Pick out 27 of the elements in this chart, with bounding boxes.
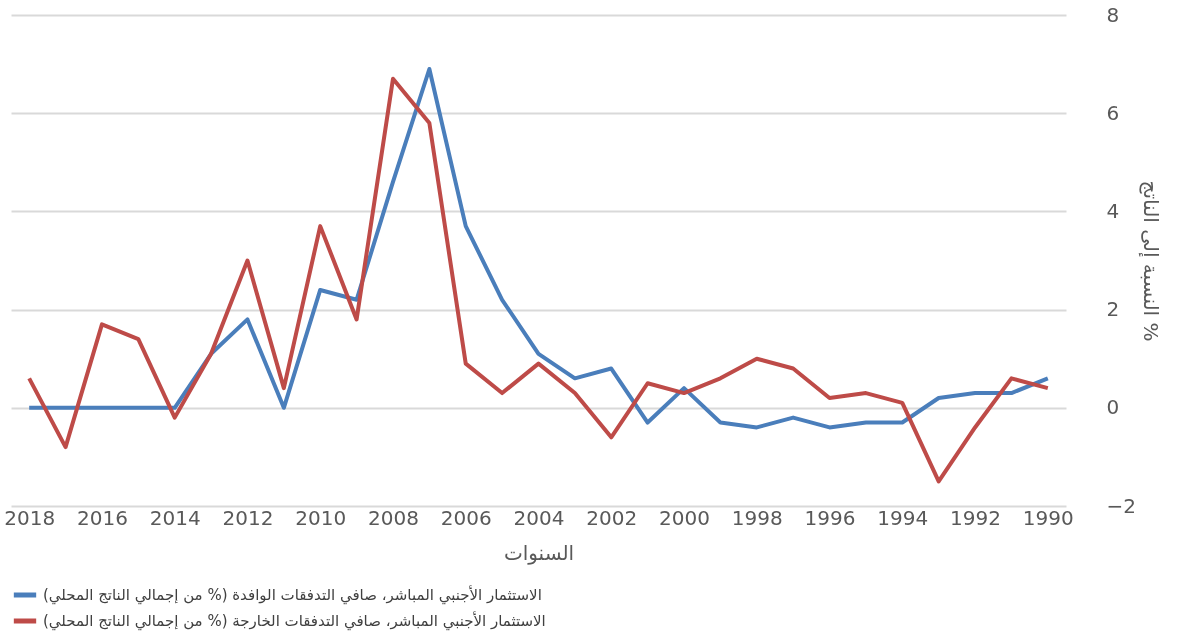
x-tick-label: 2010 [295,505,347,530]
legend-label: الاستثمار الأجنبي المباشر، صافي التدفقات الخارجة (% من إجمالي الناتج المحلي) [43,611,546,631]
x-tick-label: 2014 [149,505,201,530]
x-tick-label: 2008 [368,505,419,530]
x-tick-label: 2016 [77,505,128,530]
x-tick-label: 2000 [659,505,710,530]
legend-label: الاستثمار الأجنبي المباشر، صافي التدفقات الوافدة (% من إجمالي الناتج المحلي) [43,585,542,605]
x-axis-title: السنوات [503,540,575,565]
x-tick-label: 1992 [950,505,1001,530]
y-tick-label: 0 [1106,395,1120,420]
y-tick-label: −2 [1106,493,1136,518]
x-tick-label: 1998 [731,505,783,530]
y-tick-label: 8 [1106,2,1120,27]
x-tick-label: 2018 [4,505,56,530]
x-tick-label: 1994 [877,505,929,530]
x-tick-label: 2004 [513,505,565,530]
line-series [27,76,1050,484]
y-tick-label: 4 [1106,198,1120,223]
y-tick-label: 2 [1106,297,1120,322]
y-axis-title: النسبة إلى الناتج % [1137,180,1163,342]
x-tick-label: 1990 [1022,505,1074,530]
x-tick-label: 2012 [222,505,274,530]
line-series [27,67,1050,430]
x-tick-label: 1996 [804,505,856,530]
x-tick-label: 2006 [440,505,492,530]
y-tick-label: 6 [1106,100,1120,125]
x-tick-label: 2002 [586,505,638,530]
